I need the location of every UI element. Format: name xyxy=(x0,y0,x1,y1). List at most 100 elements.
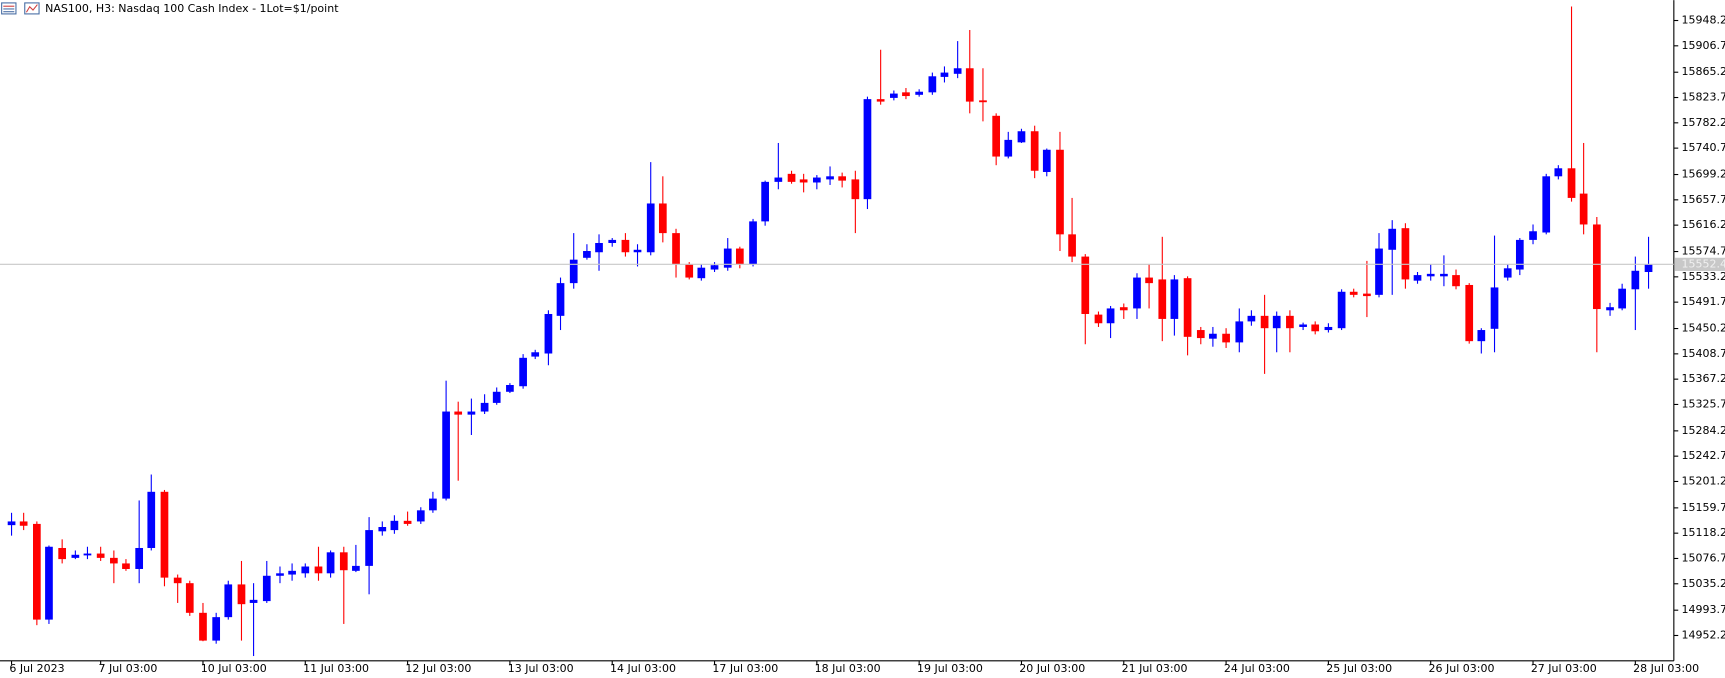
candle-body xyxy=(212,617,221,641)
candle-body xyxy=(658,203,667,234)
candle-body xyxy=(301,566,310,574)
candle-body xyxy=(569,259,578,284)
x-tick-label: 26 Jul 03:00 xyxy=(1429,662,1495,675)
x-tick-label: 20 Jul 03:00 xyxy=(1019,662,1085,675)
candle-body xyxy=(1337,291,1346,329)
candle-body xyxy=(1042,149,1051,172)
candle-body xyxy=(1542,176,1551,233)
candle-body xyxy=(1106,308,1115,324)
candle-body xyxy=(110,557,118,564)
candle-body xyxy=(863,99,872,200)
candle-body xyxy=(544,313,553,354)
candle-body xyxy=(1349,291,1358,295)
candle-body xyxy=(723,248,732,268)
candle-body xyxy=(1388,228,1397,250)
candle-body xyxy=(1235,321,1244,343)
candle-body xyxy=(646,203,655,253)
candle-body xyxy=(352,565,360,571)
y-tick-label: 15450.2 xyxy=(1682,322,1725,335)
y-tick-label: 15118.2 xyxy=(1682,526,1725,539)
candle-body xyxy=(1133,277,1141,309)
candle-body xyxy=(1068,234,1076,257)
candle-body xyxy=(1299,324,1307,327)
candle-body xyxy=(199,612,207,641)
candle-body xyxy=(1324,326,1333,331)
candle-body xyxy=(1030,131,1039,171)
x-tick-label: 19 Jul 03:00 xyxy=(917,662,983,675)
candle-body xyxy=(454,411,463,415)
candle-body xyxy=(774,177,783,182)
candle-body xyxy=(697,267,706,279)
last-price-box xyxy=(1674,257,1725,271)
candle-body xyxy=(1554,168,1563,177)
x-tick-label: 6 Jul 2023 xyxy=(9,662,64,675)
candle-body xyxy=(1477,330,1486,342)
candle-body xyxy=(262,575,271,602)
candle-body xyxy=(1465,284,1474,342)
candle-body xyxy=(403,520,412,524)
y-tick-label: 15325.7 xyxy=(1682,397,1725,410)
candle-body xyxy=(224,584,233,618)
x-tick-label: 27 Jul 03:00 xyxy=(1531,662,1597,675)
x-tick-label: 24 Jul 03:00 xyxy=(1224,662,1290,675)
candle-body xyxy=(173,577,182,584)
candle-body xyxy=(940,72,949,77)
candle-body xyxy=(979,100,987,103)
y-tick-label: 15367.2 xyxy=(1682,372,1725,385)
candle-body xyxy=(135,547,144,569)
y-tick-label: 15699.2 xyxy=(1682,168,1725,181)
candle-body xyxy=(915,91,924,95)
y-tick-label: 15782.2 xyxy=(1682,116,1725,129)
y-tick-label: 15616.2 xyxy=(1682,218,1725,231)
candle-body xyxy=(902,92,910,97)
x-tick-label: 12 Jul 03:00 xyxy=(405,662,471,675)
x-tick-label: 28 Jul 03:00 xyxy=(1633,662,1699,675)
candle-body xyxy=(1363,293,1371,297)
candle-body xyxy=(1004,139,1013,157)
candle-body xyxy=(812,177,821,183)
candle-body xyxy=(1452,275,1460,287)
candle-body xyxy=(1567,168,1576,198)
candle-body xyxy=(851,179,860,200)
candle-body xyxy=(1196,330,1205,339)
y-tick-label: 15865.2 xyxy=(1682,65,1725,78)
candle-body xyxy=(1579,193,1588,225)
candle-body xyxy=(519,357,527,387)
candle-body xyxy=(1631,270,1640,290)
candle-body xyxy=(1515,239,1524,270)
candle-body xyxy=(19,521,28,526)
y-tick-label: 15657.7 xyxy=(1682,193,1725,206)
y-tick-label: 15408.7 xyxy=(1682,347,1725,360)
y-tick-label: 15906.7 xyxy=(1682,39,1725,52)
y-tick-label: 15740.7 xyxy=(1682,141,1725,154)
candle-body xyxy=(339,552,348,571)
y-tick-label: 15574.7 xyxy=(1682,245,1725,258)
candle-body xyxy=(506,384,514,392)
y-tick-label: 15823.7 xyxy=(1682,91,1725,104)
candle-body xyxy=(1094,314,1103,324)
y-tick-label: 14993.7 xyxy=(1682,603,1725,616)
candle-body xyxy=(314,566,323,574)
x-tick-label: 21 Jul 03:00 xyxy=(1122,662,1188,675)
candle-body xyxy=(83,553,92,556)
candle-body xyxy=(1592,224,1601,310)
candle-body xyxy=(787,173,796,182)
candle-body xyxy=(276,573,284,576)
last-price-label: 15552.4 xyxy=(1682,257,1725,270)
y-tick-label: 15201.2 xyxy=(1682,474,1725,487)
candle-body xyxy=(237,584,246,605)
y-tick-label: 15076.7 xyxy=(1682,551,1725,564)
candle-body xyxy=(326,552,335,574)
candle-body xyxy=(122,563,130,569)
y-tick-label: 15533.2 xyxy=(1682,270,1725,283)
y-tick-label: 15284.2 xyxy=(1682,424,1725,437)
candle-body xyxy=(1017,131,1026,143)
candle-body xyxy=(58,547,67,560)
candle-body xyxy=(735,248,744,264)
icon-line xyxy=(25,4,38,13)
x-tick-label: 7 Jul 03:00 xyxy=(98,662,157,675)
candle-body xyxy=(608,239,617,243)
y-tick-label: 15491.7 xyxy=(1682,295,1725,308)
candle-body xyxy=(1401,228,1410,280)
